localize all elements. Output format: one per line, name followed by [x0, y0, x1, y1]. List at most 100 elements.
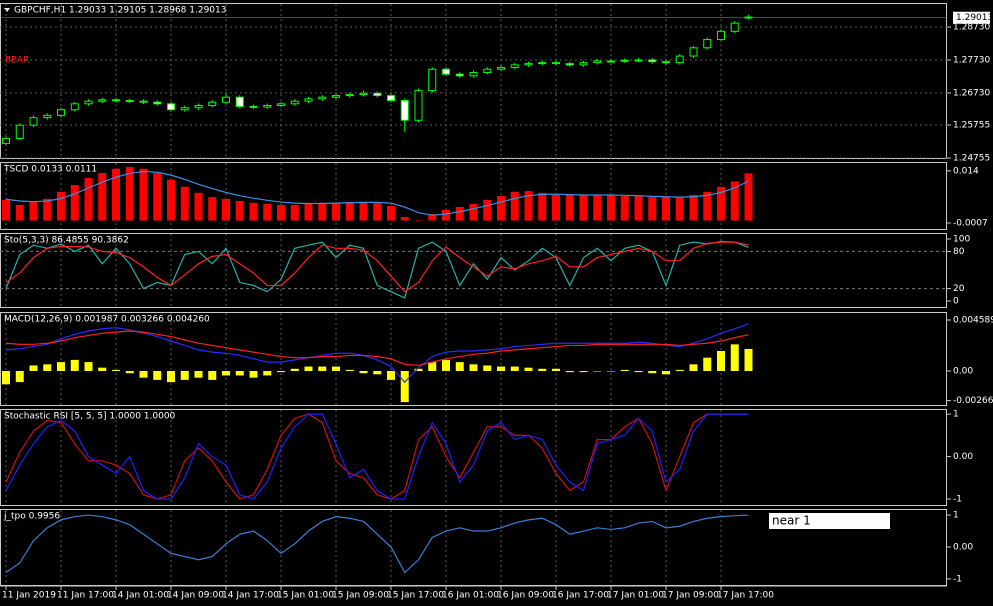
histogram-bar	[620, 196, 629, 221]
candle-body	[689, 47, 698, 57]
x-tick-label: 15 Jan 17:00	[387, 591, 444, 601]
histogram-bar	[524, 367, 533, 371]
indicator-line	[5, 323, 749, 383]
candle-body	[290, 100, 299, 105]
candle-body	[84, 100, 93, 105]
candle-body	[730, 22, 739, 32]
histogram-bar	[332, 366, 340, 371]
histogram-bar	[263, 203, 272, 221]
candle-body	[387, 95, 395, 102]
candle-body	[620, 59, 629, 62]
histogram-bar	[620, 369, 629, 371]
x-tick-label: 16 Jan 01:00	[442, 591, 499, 601]
histogram-bar	[263, 371, 272, 376]
histogram-bar	[208, 197, 217, 221]
histogram-bar	[744, 348, 753, 371]
candle-body	[112, 99, 120, 102]
candle-body	[277, 103, 285, 106]
panel-title: MACD(12,26,9) 0.001987 0.003266 0.004260	[4, 315, 210, 325]
candle-body	[263, 104, 272, 108]
histogram-bar	[483, 365, 492, 371]
histogram-bar	[318, 366, 327, 371]
histogram-bar	[57, 191, 65, 221]
histogram-bar	[222, 371, 230, 376]
histogram-bar	[125, 166, 134, 221]
y-tick-label: 0.004589	[953, 316, 993, 326]
histogram-bar	[139, 371, 148, 378]
histogram-bar	[579, 371, 588, 373]
histogram-bar	[607, 194, 615, 221]
histogram-bar	[387, 371, 395, 380]
candle-body	[222, 96, 230, 103]
x-tick-label: 17 Jan 01:00	[607, 591, 664, 601]
histogram-bar	[277, 204, 285, 221]
y-tick-label: 0	[953, 296, 959, 306]
candle-body	[318, 96, 327, 100]
histogram-bar	[249, 371, 258, 378]
panel-frame	[0, 162, 947, 230]
histogram-bar	[345, 369, 354, 371]
histogram-bar	[400, 371, 409, 403]
histogram-bar	[194, 371, 203, 378]
histogram-bar	[744, 173, 753, 221]
indicator-line	[5, 514, 749, 574]
histogram-bar	[29, 202, 38, 221]
candle-body	[373, 92, 382, 97]
indicator-line	[5, 170, 749, 216]
histogram-bar	[552, 368, 560, 371]
candle-body	[455, 73, 464, 77]
y-tick-label: 1.24755	[953, 154, 990, 164]
histogram-bar	[442, 359, 450, 371]
histogram-bar	[730, 344, 739, 371]
candle-body	[648, 59, 657, 63]
histogram-bar	[235, 200, 244, 221]
candle-body	[235, 96, 244, 107]
candle-body	[717, 30, 725, 41]
x-tick-label: 14 Jan 09:00	[167, 591, 224, 601]
candle-body	[345, 94, 354, 97]
x-tick-label: 11 Jan 2019	[2, 591, 56, 601]
histogram-bar	[29, 365, 38, 371]
histogram-bar	[497, 366, 505, 371]
candle-body	[98, 99, 107, 102]
x-tick-label: 16 Jan 17:00	[552, 591, 609, 601]
candle-body	[579, 62, 588, 66]
note-box	[769, 513, 890, 529]
histogram-bar	[70, 359, 79, 371]
histogram-bar	[98, 367, 107, 371]
histogram-bar	[634, 371, 643, 373]
indicator-line	[5, 241, 749, 293]
histogram-bar	[235, 371, 244, 376]
histogram-bar	[15, 204, 24, 221]
histogram-bar	[675, 197, 684, 221]
y-tick-label: 1	[953, 410, 959, 420]
candle-body	[43, 114, 52, 119]
candle-body	[167, 103, 175, 111]
histogram-bar	[43, 198, 52, 221]
histogram-bar	[345, 202, 354, 221]
histogram-bar	[373, 202, 382, 221]
histogram-bar	[222, 198, 230, 221]
histogram-bar	[125, 371, 134, 374]
y-tick-label: 1.28730	[953, 23, 990, 33]
histogram-bar	[277, 371, 285, 373]
histogram-bar	[359, 202, 368, 221]
histogram-bar	[167, 371, 175, 383]
candle-body	[634, 59, 643, 62]
histogram-bar	[428, 362, 437, 371]
histogram-bar	[98, 172, 107, 221]
histogram-bar	[565, 194, 574, 221]
panel-title: j_tpo 0.9956	[3, 512, 60, 522]
histogram-bar	[304, 203, 313, 221]
candle-body	[442, 68, 450, 75]
last-price-box	[953, 11, 990, 24]
y-tick-label: 0.014	[953, 166, 979, 176]
histogram-bar	[689, 194, 698, 221]
histogram-bar	[57, 362, 65, 371]
candle-body	[2, 137, 10, 144]
histogram-bar	[43, 364, 52, 371]
y-tick-label: 1	[953, 511, 959, 521]
y-tick-label: 1.25755	[953, 121, 990, 131]
candle-body	[483, 68, 492, 74]
